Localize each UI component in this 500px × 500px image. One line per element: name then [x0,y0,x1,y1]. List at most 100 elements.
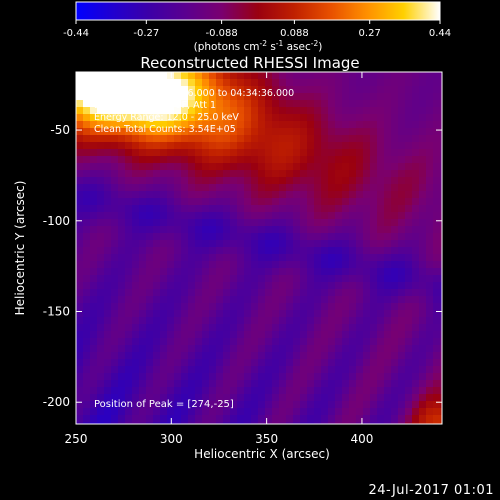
heatmap-cell [265,107,273,115]
heatmap-cell [377,380,385,388]
x-axis-label: Heliocentric X (arcsec) [194,447,330,461]
heatmap-cell [440,170,442,178]
heatmap-cell [335,422,343,424]
heatmap-cell [90,324,98,332]
heatmap-cell [405,191,413,199]
heatmap-cell [265,212,273,220]
heatmap-cell [167,345,175,353]
heatmap-cell [405,107,413,115]
heatmap-cell [76,72,84,80]
heatmap-cell [160,86,168,94]
heatmap-cell [307,114,315,122]
heatmap-cell [356,156,364,164]
heatmap-cell [167,149,175,157]
heatmap-cell [111,170,119,178]
heatmap-cell [104,254,112,262]
heatmap-cell [118,72,126,80]
heatmap-cell [293,86,301,94]
heatmap-cell [202,79,210,87]
heatmap-cell [111,86,119,94]
heatmap-cell [286,282,294,290]
heatmap-cell [118,310,126,318]
heatmap-cell [202,296,210,304]
heatmap-cell [279,142,287,150]
heatmap-cell [167,240,175,248]
heatmap-cell [251,254,259,262]
y-axis-label: Heliocentric Y (arcsec) [13,181,27,316]
heatmap-cell [258,93,266,101]
heatmap-cell [321,121,329,129]
heatmap-cell [104,345,112,353]
heatmap-cell [209,156,217,164]
heatmap-cell [237,184,245,192]
heatmap-cell [356,247,364,255]
heatmap-cell [195,191,203,199]
heatmap-cell [398,317,406,325]
heatmap-cell [419,79,427,87]
heatmap-cell [384,338,392,346]
heatmap-cell [335,128,343,136]
heatmap-cell [76,401,84,409]
heatmap-cell [433,415,441,423]
heatmap-cell [202,345,210,353]
heatmap-cell [181,303,189,311]
heatmap-cell [321,380,329,388]
heatmap-cell [195,401,203,409]
heatmap-cell [209,317,217,325]
heatmap-cell [314,240,322,248]
heatmap-cell [419,212,427,220]
heatmap-cell [132,303,140,311]
heatmap-cell [195,324,203,332]
heatmap-cell [286,72,294,80]
heatmap-cell [111,296,119,304]
heatmap-cell [412,422,420,424]
heatmap-cell [363,191,371,199]
heatmap-cell [188,72,196,80]
heatmap-cell [377,240,385,248]
heatmap-cell [160,373,168,381]
heatmap-cell [223,408,231,416]
heatmap-cell [328,254,336,262]
heatmap-cell [293,233,301,241]
heatmap-cell [111,240,119,248]
heatmap-cell [111,198,119,206]
heatmap-cell [342,219,350,227]
heatmap-cell [258,163,266,171]
heatmap-cell [237,352,245,360]
heatmap-cell [90,387,98,395]
heatmap-cell [342,86,350,94]
heatmap-cell [111,373,119,381]
heatmap-cell [237,107,245,115]
heatmap-cell [174,345,182,353]
heatmap-cell [300,247,308,255]
heatmap-cell [209,415,217,423]
heatmap-cell [188,135,196,143]
heatmap-cell [188,331,196,339]
heatmap-cell [216,191,224,199]
heatmap-cell [279,191,287,199]
heatmap-cell [342,268,350,276]
heatmap-cell [258,205,266,213]
heatmap-cell [412,86,420,94]
heatmap-cell [139,212,147,220]
heatmap-cell [286,142,294,150]
heatmap-cell [244,401,252,409]
heatmap-cell [139,184,147,192]
heatmap-cell [433,149,441,157]
heatmap-cell [195,296,203,304]
heatmap-cell [97,184,105,192]
heatmap-cell [265,247,273,255]
heatmap-cell [153,345,161,353]
heatmap-cell [230,135,238,143]
heatmap-cell [286,338,294,346]
heatmap-cell [328,107,336,115]
heatmap-cell [384,317,392,325]
heatmap-cell [153,282,161,290]
heatmap-cell [335,415,343,423]
heatmap-cell [118,163,126,171]
heatmap-cell [419,254,427,262]
heatmap-cell [419,205,427,213]
heatmap-cell [426,401,434,409]
heatmap-cell [83,156,91,164]
heatmap-cell [370,401,378,409]
